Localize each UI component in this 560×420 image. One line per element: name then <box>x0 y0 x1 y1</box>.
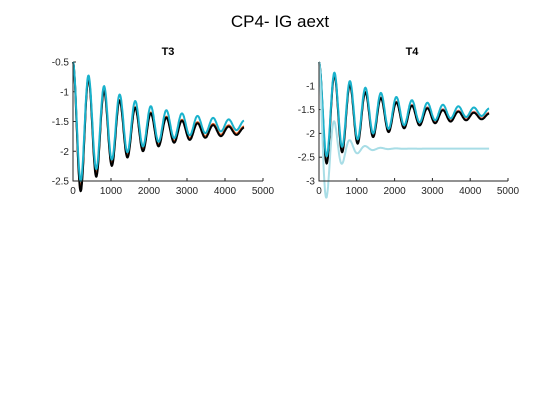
subplot-title: T4 <box>406 46 420 58</box>
y-tick-label: -2 <box>60 147 69 158</box>
y-tick-label: -1 <box>306 81 315 92</box>
y-tick-label: -0.5 <box>52 58 70 69</box>
series-line <box>72 61 245 182</box>
x-tick-label: 2000 <box>138 186 161 197</box>
x-tick-label: 5000 <box>252 186 275 197</box>
series-group <box>72 61 245 193</box>
x-tick-label: 1000 <box>346 186 369 197</box>
x-tick-label: 4000 <box>214 186 237 197</box>
axes-frame <box>318 62 508 182</box>
x-tick-label: 3000 <box>176 186 199 197</box>
x-tick-label: 1000 <box>100 186 123 197</box>
series-line <box>318 61 490 199</box>
y-tick-label: -3 <box>306 177 315 188</box>
subplot-t4: T4 0 1000 2000 3000 4000 5000 -1 -1.5 -2 -2.5 -3 <box>298 46 520 199</box>
y-tick-label: -1.5 <box>52 117 70 128</box>
x-tick-label: 2000 <box>383 186 406 197</box>
x-tick-label: 4000 <box>459 186 482 197</box>
figure-title: CP4- IG aext <box>231 12 330 31</box>
x-tick-label: 5000 <box>497 186 520 197</box>
y-tick-label: -1.5 <box>298 105 316 116</box>
y-tick-label: -2 <box>306 129 315 140</box>
tick-labels: 0 1000 2000 3000 4000 5000 -0.5 -1 -1.5 -2 -2.5 <box>52 58 275 198</box>
y-tick-label: -1 <box>60 87 69 98</box>
y-tick-label: -2.5 <box>52 177 70 188</box>
x-tick-label: 0 <box>316 186 322 197</box>
subplot-title: T3 <box>162 46 175 58</box>
y-tick-label: -2.5 <box>298 153 316 164</box>
series-group <box>318 61 490 199</box>
series-line <box>318 61 490 158</box>
x-tick-label: 3000 <box>421 186 444 197</box>
x-tick-label: 0 <box>70 186 76 197</box>
axes-frame <box>72 62 263 182</box>
subplot-t3: T3 0 1000 2000 3000 4000 5000 -0.5 -1 -1.5 -2 -2.5 <box>52 46 275 197</box>
